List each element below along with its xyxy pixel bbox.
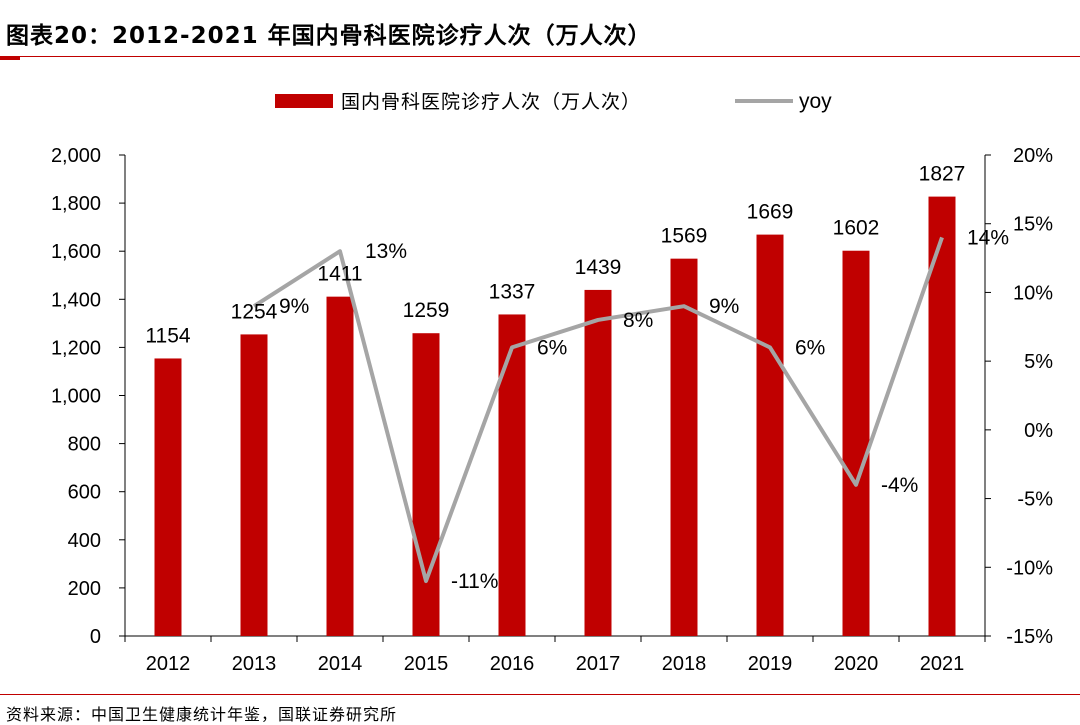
bar-data-label: 1569 xyxy=(661,225,708,248)
yoy-data-label: 13% xyxy=(365,240,407,263)
figure-title: 图表20：2012-2021 年国内骨科医院诊疗人次（万人次） xyxy=(6,16,652,50)
left-axis-tick-label: 600 xyxy=(68,482,101,504)
left-axis-tick-label: 1,000 xyxy=(51,386,101,408)
bar-data-label: 1439 xyxy=(575,256,622,279)
left-axis: 0 200 400 600 800 1,000 1,200 1,400 1,600 1,800 2,… xyxy=(51,145,125,648)
left-axis-tick-label: 1,200 xyxy=(51,337,101,359)
bar-data-label: 1259 xyxy=(403,299,450,322)
source-note: 资料来源：中国卫生健康统计年鉴，国联证券研究所 xyxy=(6,701,397,725)
bar-data-label: 1669 xyxy=(747,201,794,224)
bar-data-label: 1154 xyxy=(145,324,190,347)
bar xyxy=(585,290,612,636)
bar xyxy=(327,297,354,636)
bar xyxy=(757,235,784,636)
bar xyxy=(241,334,268,636)
yoy-data-label: -4% xyxy=(881,474,918,497)
yoy-data-label: 9% xyxy=(709,295,739,318)
x-axis-tick-label: 2012 xyxy=(146,653,191,675)
yoy-data-label: 6% xyxy=(537,336,567,359)
right-axis-tick-label: 5% xyxy=(1024,351,1053,373)
chart: 国内骨科医院诊疗人次（万人次） yoy 0 200 400 600 800 1,000 1,2… xyxy=(0,60,1080,692)
left-axis-tick-label: 400 xyxy=(68,530,101,552)
x-axis-tick-label: 2017 xyxy=(576,653,621,675)
right-axis: -15% -10% -5% 0% 5% 10% 15% 20% xyxy=(985,145,1053,648)
bar-data-label: 1602 xyxy=(833,217,880,240)
bar xyxy=(499,314,526,636)
bar xyxy=(671,259,698,636)
x-axis-tick-label: 2016 xyxy=(490,653,535,675)
right-axis-tick-label: 15% xyxy=(1013,214,1053,236)
bar-data-label: 1411 xyxy=(317,263,362,286)
right-axis-tick-label: 20% xyxy=(1013,145,1053,167)
right-axis-tick-label: 0% xyxy=(1024,420,1053,442)
bar-data-label: 1254 xyxy=(231,300,278,323)
bar xyxy=(843,251,870,636)
bar xyxy=(413,333,440,636)
footer-rule xyxy=(0,694,1080,695)
bar xyxy=(155,358,182,636)
legend: 国内骨科医院诊疗人次（万人次） yoy xyxy=(275,90,832,113)
bar-data-labels: 1154 1254 1411 1259 1337 1439 1569 1669 1602 1827 xyxy=(145,163,965,348)
left-axis-tick-label: 1,800 xyxy=(51,193,101,215)
yoy-data-label: 14% xyxy=(967,226,1009,249)
yoy-data-label: 8% xyxy=(623,309,653,332)
left-axis-tick-label: 1,400 xyxy=(51,289,101,311)
x-axis-tick-label: 2013 xyxy=(232,653,277,675)
right-axis-tick-label: -5% xyxy=(1017,489,1053,511)
right-axis-tick-label: -10% xyxy=(1006,557,1053,579)
bar-data-label: 1337 xyxy=(489,280,536,303)
legend-bar-label: 国内骨科医院诊疗人次（万人次） xyxy=(341,91,641,113)
header-rule xyxy=(0,56,1080,57)
left-axis-tick-label: 800 xyxy=(68,434,101,456)
left-axis-tick-label: 1,600 xyxy=(51,241,101,263)
left-axis-tick-label: 2,000 xyxy=(51,145,101,167)
x-axis-tick-label: 2021 xyxy=(920,653,965,675)
left-axis-tick-label: 0 xyxy=(90,626,101,648)
yoy-data-labels: 9% 13% -11% 6% 8% 9% 6% -4% 14% xyxy=(279,226,1009,593)
x-axis: 2012 2013 2014 2015 2016 2017 2018 2019 2020 2021 xyxy=(125,636,985,675)
x-axis-tick-label: 2019 xyxy=(748,653,793,675)
x-axis-tick-label: 2018 xyxy=(662,653,707,675)
left-axis-tick-label: 200 xyxy=(68,578,101,600)
bar-data-label: 1827 xyxy=(919,163,966,186)
right-axis-tick-label: -15% xyxy=(1006,626,1053,648)
legend-bar-swatch xyxy=(275,94,333,108)
x-axis-tick-label: 2014 xyxy=(318,653,363,675)
x-axis-tick-label: 2020 xyxy=(834,653,879,675)
right-axis-tick-label: 10% xyxy=(1013,282,1053,304)
yoy-data-label: -11% xyxy=(451,570,498,593)
bar-series xyxy=(155,197,956,636)
legend-line-label: yoy xyxy=(799,90,832,113)
yoy-data-label: 9% xyxy=(279,295,309,318)
figure-header: 图表20：2012-2021 年国内骨科医院诊疗人次（万人次） xyxy=(0,0,1080,58)
x-axis-tick-label: 2015 xyxy=(404,653,449,675)
yoy-data-label: 6% xyxy=(795,336,825,359)
